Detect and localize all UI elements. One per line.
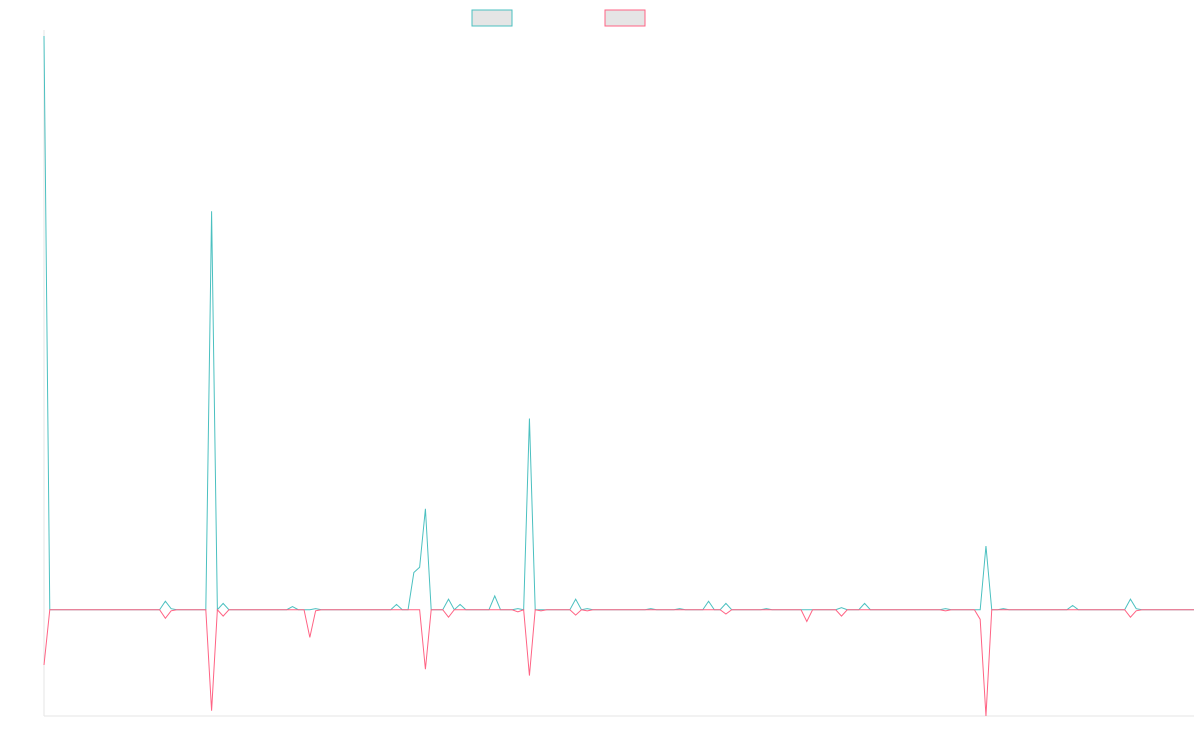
series-line-a[interactable]	[43, 35, 1194, 612]
legend-swatch-series-a[interactable]	[471, 9, 513, 27]
legend-swatch-series-b[interactable]	[604, 9, 646, 27]
series-layer	[43, 35, 1194, 717]
legend[interactable]	[471, 9, 646, 27]
series-line-b[interactable]	[43, 608, 1194, 717]
